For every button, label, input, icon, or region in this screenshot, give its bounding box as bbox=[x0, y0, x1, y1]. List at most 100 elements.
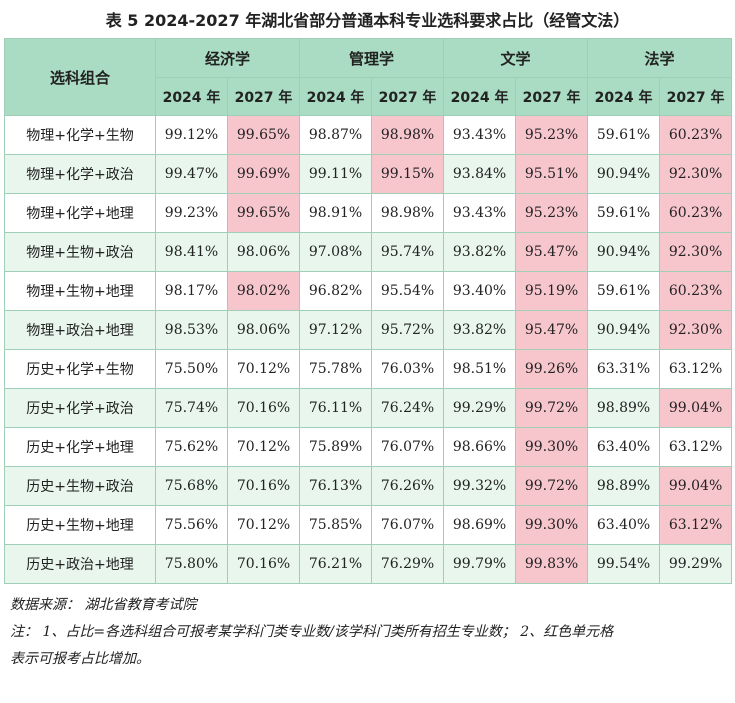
category-header-management: 管理学 bbox=[299, 38, 445, 78]
value-cell-highlighted: 92.30% bbox=[659, 232, 733, 272]
value-cell-highlighted: 98.02% bbox=[226, 271, 301, 311]
value-cell: 59.61% bbox=[587, 271, 661, 311]
value-cell: 70.12% bbox=[226, 505, 301, 545]
value-cell-highlighted: 63.12% bbox=[659, 505, 733, 545]
note-line-1: 注： 1、占比=各选科组合可报考某学科门类专业数/该学科门类所有招生专业数； 2… bbox=[10, 624, 614, 640]
row-label: 历史+政治+地理 bbox=[4, 544, 156, 584]
row-label: 物理+政治+地理 bbox=[4, 310, 156, 350]
row-label: 历史+生物+地理 bbox=[4, 505, 156, 545]
note-line-2: 表示可报考占比增加。 bbox=[10, 651, 150, 667]
value-cell-highlighted: 99.69% bbox=[226, 154, 301, 194]
category-header-economics: 经济学 bbox=[154, 38, 301, 78]
value-cell: 75.85% bbox=[299, 505, 373, 545]
value-cell-highlighted: 95.19% bbox=[515, 271, 589, 311]
table-row: 历史+生物+地理 75.56% 70.12% 75.85% 76.07% 98.69% 99… bbox=[4, 505, 733, 545]
year-header: 2024 年 bbox=[443, 77, 517, 116]
value-cell: 90.94% bbox=[587, 310, 661, 350]
value-cell-highlighted: 99.30% bbox=[515, 505, 589, 545]
value-cell-highlighted: 99.04% bbox=[659, 388, 733, 428]
value-cell: 99.23% bbox=[155, 193, 228, 233]
category-header-law: 法学 bbox=[587, 38, 733, 78]
year-header: 2027 年 bbox=[371, 77, 445, 116]
value-cell: 70.12% bbox=[226, 427, 301, 467]
value-cell-highlighted: 99.72% bbox=[515, 466, 589, 506]
value-cell-highlighted: 99.30% bbox=[515, 427, 589, 467]
table-title: 表 5 2024-2027 年湖北省部分普通本科专业选科要求占比（经管文法） bbox=[105, 10, 630, 30]
value-cell: 97.12% bbox=[299, 310, 373, 350]
table-row: 物理+化学+生物 99.12% 99.65% 98.87% 98.98% 93.43% 95… bbox=[4, 115, 733, 155]
value-cell-highlighted: 92.30% bbox=[659, 310, 733, 350]
value-cell: 75.74% bbox=[155, 388, 228, 428]
value-cell: 98.69% bbox=[443, 505, 517, 545]
table-row: 历史+化学+政治 75.74% 70.16% 76.11% 76.24% 99.29% 99… bbox=[4, 388, 733, 428]
category-header-literature: 文学 bbox=[443, 38, 589, 78]
value-cell: 76.07% bbox=[371, 427, 445, 467]
year-header: 2024 年 bbox=[155, 77, 228, 116]
year-header: 2027 年 bbox=[515, 77, 589, 116]
notes: 数据来源： 湖北省教育考试院 注： 1、占比=各选科组合可报考某学科门类专业数/… bbox=[10, 592, 725, 673]
value-cell: 98.66% bbox=[443, 427, 517, 467]
value-cell: 76.29% bbox=[371, 544, 445, 584]
value-cell: 93.43% bbox=[443, 193, 517, 233]
value-cell: 98.51% bbox=[443, 349, 517, 389]
table-row: 物理+生物+地理 98.17% 98.02% 96.82% 95.54% 93.40% 95… bbox=[4, 271, 733, 311]
value-cell-highlighted: 99.83% bbox=[515, 544, 589, 584]
value-cell-highlighted: 95.47% bbox=[515, 310, 589, 350]
row-label: 历史+化学+生物 bbox=[4, 349, 156, 389]
value-cell: 95.54% bbox=[371, 271, 445, 311]
table-row: 历史+生物+政治 75.68% 70.16% 76.13% 76.26% 99.32% 99… bbox=[4, 466, 733, 506]
value-cell: 63.40% bbox=[587, 427, 661, 467]
value-cell: 63.40% bbox=[587, 505, 661, 545]
value-cell: 75.68% bbox=[155, 466, 228, 506]
value-cell: 76.03% bbox=[371, 349, 445, 389]
data-source: 数据来源： 湖北省教育考试院 bbox=[10, 597, 197, 613]
year-header: 2024 年 bbox=[587, 77, 661, 116]
value-cell-highlighted: 99.04% bbox=[659, 466, 733, 506]
value-cell-highlighted: 99.15% bbox=[371, 154, 445, 194]
value-cell: 93.82% bbox=[443, 310, 517, 350]
value-cell: 75.50% bbox=[155, 349, 228, 389]
table-row: 物理+政治+地理 98.53% 98.06% 97.12% 95.72% 93.82% 95… bbox=[4, 310, 733, 350]
data-table: 选科组合 经济学 管理学 文学 法学 2024 年 2027 年 2024 年 … bbox=[4, 38, 733, 584]
value-cell: 70.16% bbox=[226, 466, 301, 506]
year-header: 2027 年 bbox=[226, 77, 301, 116]
value-cell: 76.11% bbox=[299, 388, 373, 428]
value-cell: 93.84% bbox=[443, 154, 517, 194]
value-cell: 70.12% bbox=[226, 349, 301, 389]
value-cell: 99.79% bbox=[443, 544, 517, 584]
value-cell-highlighted: 60.23% bbox=[659, 193, 733, 233]
value-cell-highlighted: 95.23% bbox=[515, 115, 589, 155]
value-cell: 59.61% bbox=[587, 115, 661, 155]
value-cell: 99.47% bbox=[155, 154, 228, 194]
table-row: 历史+化学+生物 75.50% 70.12% 75.78% 76.03% 98.51% 99… bbox=[4, 349, 733, 389]
value-cell: 75.80% bbox=[155, 544, 228, 584]
value-cell-highlighted: 95.23% bbox=[515, 193, 589, 233]
value-cell: 93.43% bbox=[443, 115, 517, 155]
value-cell: 97.08% bbox=[299, 232, 373, 272]
value-cell: 98.87% bbox=[299, 115, 373, 155]
value-cell: 76.07% bbox=[371, 505, 445, 545]
value-cell-highlighted: 60.23% bbox=[659, 271, 733, 311]
value-cell: 98.89% bbox=[587, 466, 661, 506]
value-cell: 93.40% bbox=[443, 271, 517, 311]
value-cell-highlighted: 60.23% bbox=[659, 115, 733, 155]
table-row: 历史+化学+地理 75.62% 70.12% 75.89% 76.07% 98.66% 99… bbox=[4, 427, 733, 467]
table-row: 历史+政治+地理 75.80% 70.16% 76.21% 76.29% 99.79% 99… bbox=[4, 544, 733, 584]
value-cell: 98.06% bbox=[226, 310, 301, 350]
row-label: 物理+生物+地理 bbox=[4, 271, 156, 311]
value-cell: 75.78% bbox=[299, 349, 373, 389]
value-cell: 75.62% bbox=[155, 427, 228, 467]
value-cell: 96.82% bbox=[299, 271, 373, 311]
value-cell-highlighted: 99.72% bbox=[515, 388, 589, 428]
value-cell: 63.12% bbox=[659, 349, 733, 389]
value-cell: 95.72% bbox=[371, 310, 445, 350]
table-row: 物理+化学+地理 99.23% 99.65% 98.91% 98.98% 93.43% 95… bbox=[4, 193, 733, 233]
row-label: 历史+生物+政治 bbox=[4, 466, 156, 506]
value-cell: 76.21% bbox=[299, 544, 373, 584]
value-cell-highlighted: 95.47% bbox=[515, 232, 589, 272]
value-cell: 63.31% bbox=[587, 349, 661, 389]
value-cell: 98.89% bbox=[587, 388, 661, 428]
value-cell: 93.82% bbox=[443, 232, 517, 272]
value-cell: 75.89% bbox=[299, 427, 373, 467]
value-cell: 99.11% bbox=[299, 154, 373, 194]
